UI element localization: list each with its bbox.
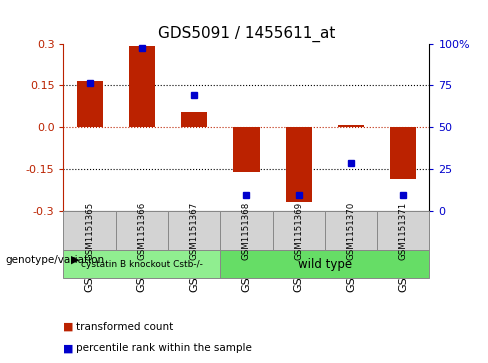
Text: transformed count: transformed count xyxy=(76,322,173,332)
Text: wild type: wild type xyxy=(298,258,352,271)
Text: GSM1151369: GSM1151369 xyxy=(294,201,303,260)
Bar xyxy=(63,211,116,250)
Text: GSM1151367: GSM1151367 xyxy=(190,201,199,260)
Bar xyxy=(273,211,325,250)
Bar xyxy=(325,211,377,250)
Bar xyxy=(338,125,364,127)
Bar xyxy=(233,127,260,172)
Bar xyxy=(285,127,312,202)
Bar xyxy=(220,211,273,250)
Text: GSM1151371: GSM1151371 xyxy=(399,201,408,260)
Bar xyxy=(77,81,102,127)
Text: ▶: ▶ xyxy=(71,254,79,265)
Bar xyxy=(181,112,207,127)
Bar xyxy=(116,211,168,250)
Text: GSM1151365: GSM1151365 xyxy=(85,201,94,260)
Text: genotype/variation: genotype/variation xyxy=(5,254,104,265)
Bar xyxy=(390,127,416,179)
Bar xyxy=(63,250,220,278)
Text: percentile rank within the sample: percentile rank within the sample xyxy=(76,343,251,354)
Bar xyxy=(220,250,429,278)
Text: ■: ■ xyxy=(63,322,74,332)
Text: GSM1151368: GSM1151368 xyxy=(242,201,251,260)
Title: GDS5091 / 1455611_at: GDS5091 / 1455611_at xyxy=(158,26,335,42)
Bar xyxy=(168,211,220,250)
Text: GSM1151370: GSM1151370 xyxy=(346,201,356,260)
Bar xyxy=(129,46,155,127)
Text: GSM1151366: GSM1151366 xyxy=(137,201,146,260)
Bar xyxy=(377,211,429,250)
Text: ■: ■ xyxy=(63,343,74,354)
Text: cystatin B knockout Cstb-/-: cystatin B knockout Cstb-/- xyxy=(81,260,203,269)
